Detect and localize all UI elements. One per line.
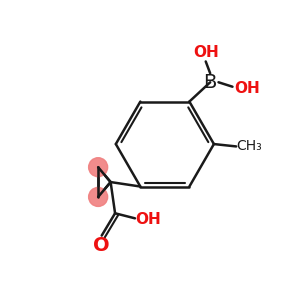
Text: OH: OH bbox=[135, 212, 160, 227]
Text: O: O bbox=[93, 236, 110, 255]
Text: CH₃: CH₃ bbox=[237, 140, 262, 153]
Text: OH: OH bbox=[234, 81, 260, 96]
Circle shape bbox=[88, 188, 108, 206]
Text: B: B bbox=[203, 73, 217, 92]
Circle shape bbox=[88, 158, 108, 177]
Text: OH: OH bbox=[193, 45, 219, 60]
